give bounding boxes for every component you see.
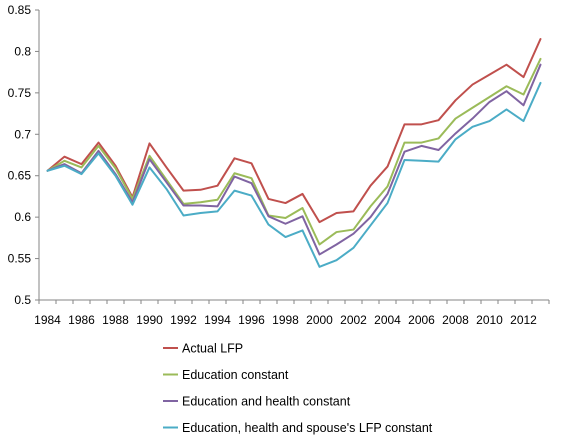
legend-label: Actual LFP [182,342,243,356]
x-tick-label: 2012 [510,313,537,327]
plot-series [46,38,542,268]
y-tick-label: 0.5 [14,293,31,307]
x-tick-label: 2002 [340,313,367,327]
y-tick-label: 0.85 [8,3,32,17]
y-tick-label: 0.55 [8,252,32,266]
series-line-3 [46,63,542,256]
x-tick-label: 1998 [272,313,299,327]
series-line-4 [46,81,542,268]
x-tick-label: 2010 [476,313,503,327]
legend-label: Education and health constant [182,395,351,409]
x-tick-label: 2000 [306,313,333,327]
x-tick-label: 2004 [374,313,401,327]
x-tick-label: 1992 [170,313,197,327]
y-tick-label: 0.75 [8,86,32,100]
y-tick-label: 0.8 [14,44,31,58]
x-tick-label: 1984 [34,313,61,327]
x-tick-label: 1990 [136,313,163,327]
y-tick-label: 0.6 [14,210,31,224]
y-tick-label: 0.7 [14,127,31,141]
legend-label: Education, health and spouse's LFP const… [182,421,433,435]
legend: Actual LFP Education constant Education an… [163,342,433,435]
x-axis: 1984 1986 1988 1990 1992 1994 1996 1998 2000 2002… [34,299,550,327]
x-tick-label: 1988 [102,313,129,327]
x-tick-label: 1994 [204,313,231,327]
x-tick-label: 1986 [68,313,95,327]
legend-label: Education constant [182,368,289,382]
x-tick-label: 1996 [238,313,265,327]
x-tick-label: 2006 [408,313,435,327]
series-line-2 [46,57,542,246]
y-tick-label: 0.65 [8,169,32,183]
x-tick-label: 2008 [442,313,469,327]
y-axis: 0.5 0.55 0.6 0.65 0.7 0.75 0.8 0.85 [8,3,40,307]
